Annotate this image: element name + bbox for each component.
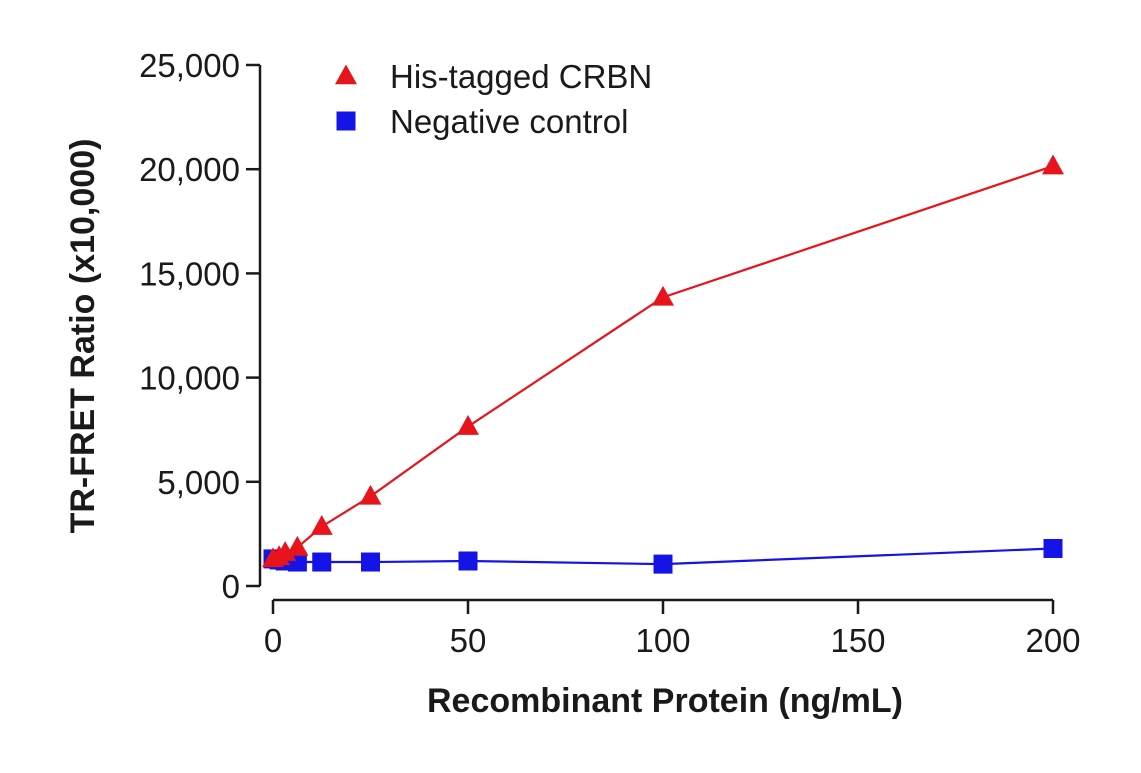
data-point [652, 285, 674, 306]
x-tick-label: 200 [1025, 622, 1080, 659]
data-point [653, 554, 673, 574]
x-tick-label: 150 [830, 622, 885, 659]
y-tick-label: 10,000 [139, 360, 240, 397]
y-tick-label: 15,000 [139, 255, 240, 292]
plot-area [262, 154, 1064, 574]
legend-triangle-icon [335, 64, 357, 85]
data-point [310, 515, 333, 535]
legend-label: His-tagged CRBN [390, 58, 652, 95]
x-tick-label: 0 [264, 622, 282, 659]
y-tick-label: 25,000 [139, 47, 240, 84]
legend: His-tagged CRBN Negative control [335, 58, 652, 140]
data-point [359, 484, 382, 505]
y-tick-label: 5,000 [157, 464, 240, 501]
data-point [361, 552, 380, 572]
series-his-tagged-crbn [262, 154, 1064, 568]
data-point [312, 552, 332, 572]
data-point [1043, 538, 1063, 558]
x-tick-label: 100 [635, 622, 690, 659]
axes: 0 5,000 10,000 15,000 20,000 25,000 0 50 100 150 2… [139, 47, 1080, 659]
legend-item: Negative control [336, 103, 628, 140]
data-point [286, 535, 309, 556]
series-negative-control [263, 538, 1063, 574]
data-point [274, 541, 297, 561]
data-point [458, 551, 478, 571]
x-tick-label: 50 [450, 622, 487, 659]
legend-label: Negative control [390, 103, 628, 140]
x-axis-title: Recombinant Protein (ng/mL) [427, 682, 903, 720]
legend-square-icon [336, 111, 356, 131]
y-tick-label: 0 [222, 568, 240, 605]
series-line [272, 165, 1054, 560]
y-tick-label: 20,000 [139, 151, 240, 188]
data-point [457, 415, 479, 435]
legend-item: His-tagged CRBN [335, 58, 652, 95]
data-point [1042, 154, 1064, 175]
y-axis-title: TR-FRET Ratio (x10,000) [64, 139, 102, 534]
